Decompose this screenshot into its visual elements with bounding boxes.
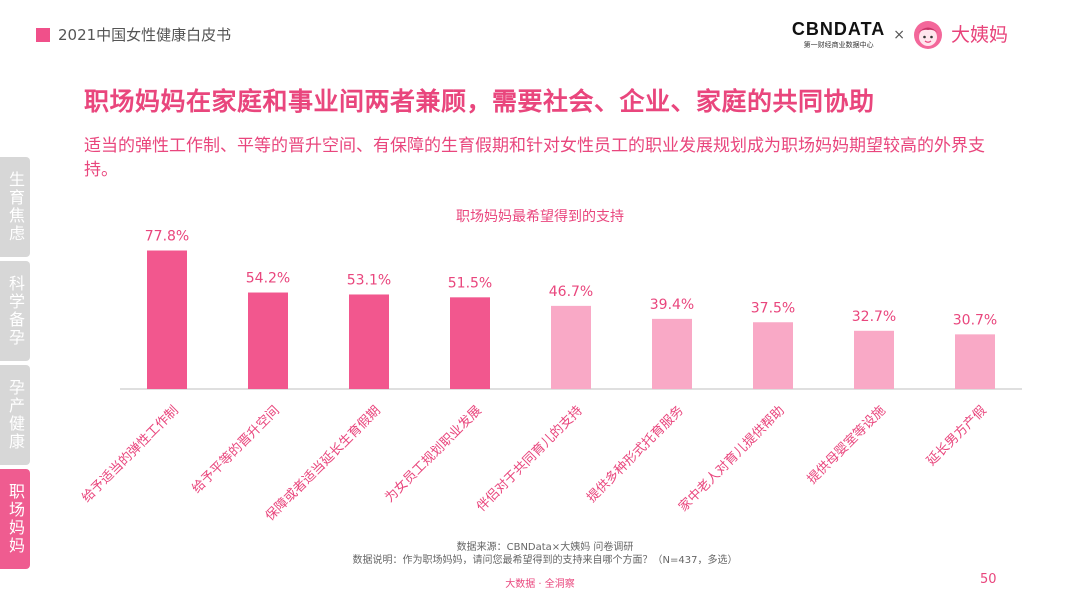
bar: [551, 305, 591, 389]
page-subtitle: 适当的弹性工作制、平等的晋升空间、有保障的生育假期和针对女性员工的职业发展规划成…: [84, 136, 985, 180]
cbndata-logo-name: CBNDATA: [791, 19, 886, 39]
bar-value-label: 51.5%: [448, 275, 492, 291]
category-label: 给予适当的弹性工作制: [79, 403, 182, 506]
bar: [248, 292, 288, 389]
category-label: 家中老人对育儿提供帮助: [675, 403, 787, 515]
side-nav: 生育焦虑 科学备孕 孕产健康 职场妈妈: [0, 157, 30, 569]
bar-value-label: 77.8%: [145, 229, 189, 245]
bar: [450, 297, 490, 389]
category-label: 为女员工规划职业发展: [382, 403, 485, 506]
category-label: 提供母婴室等设施: [804, 403, 889, 488]
dayima-face-icon: [913, 21, 942, 49]
bar-value-label: 53.1%: [347, 272, 391, 288]
logo-area: CBNDATA 第一财经商业数据中心 × 大姨妈: [792, 20, 1008, 50]
source-description: 数据说明：作为职场妈妈，请问您最希望得到的支持来自哪个方面？（N=437，多选）: [352, 555, 738, 566]
side-nav-item-scientific-preparation[interactable]: 科学备孕: [0, 261, 30, 361]
bar-value-label: 46.7%: [549, 284, 593, 300]
dayima-logo: 大姨妈: [951, 25, 1008, 45]
bar-value-label: 54.2%: [246, 271, 290, 287]
footer-slogan: 大数据 · 全洞察: [505, 579, 575, 590]
bar: [955, 334, 995, 389]
bar: [854, 330, 894, 389]
logo-separator: ×: [893, 27, 905, 43]
report-tag: 2021中国女性健康白皮书: [36, 24, 231, 45]
category-label: 保障或者适当延长生育假期: [262, 403, 384, 525]
bar-value-label: 30.7%: [953, 312, 997, 328]
bar: [652, 318, 692, 389]
tag-square-icon: [36, 27, 50, 42]
chart-title: 职场妈妈最希望得到的支持: [456, 209, 624, 225]
bar-value-label: 32.7%: [852, 309, 896, 325]
bar: [753, 322, 793, 389]
page-number: 50: [980, 572, 997, 587]
cbndata-logo: CBNDATA 第一财经商业数据中心: [792, 20, 885, 50]
page-title: 职场妈妈在家庭和事业间两者兼顾，需要社会、企业、家庭的共同协助: [84, 87, 875, 116]
category-label: 提供多种形式托育服务: [584, 403, 687, 506]
bar-value-label: 37.5%: [751, 300, 795, 316]
data-source-note: 数据来源：CBNData×大姨妈 问卷调研 数据说明：作为职场妈妈，请问您最希望…: [0, 541, 1080, 567]
category-label: 给予平等的晋升空间: [189, 403, 283, 497]
side-nav-item-working-mothers[interactable]: 职场妈妈: [0, 469, 30, 569]
category-label: 伴侣对于共同育儿的支持: [473, 403, 585, 515]
dayima-logo-name: 大姨妈: [950, 24, 1008, 46]
side-nav-item-pregnancy-health[interactable]: 孕产健康: [0, 365, 30, 465]
bar-value-label: 39.4%: [650, 297, 694, 313]
side-nav-item-fertility-anxiety[interactable]: 生育焦虑: [0, 157, 30, 257]
bar: [147, 250, 187, 389]
category-label: 延长男方产假: [923, 403, 989, 469]
report-name: 2021中国女性健康白皮书: [58, 26, 232, 44]
cbndata-logo-sub: 第一财经商业数据中心: [803, 41, 874, 49]
bar: [349, 294, 389, 389]
source-line: 数据来源：CBNData×大姨妈 问卷调研: [456, 542, 634, 553]
